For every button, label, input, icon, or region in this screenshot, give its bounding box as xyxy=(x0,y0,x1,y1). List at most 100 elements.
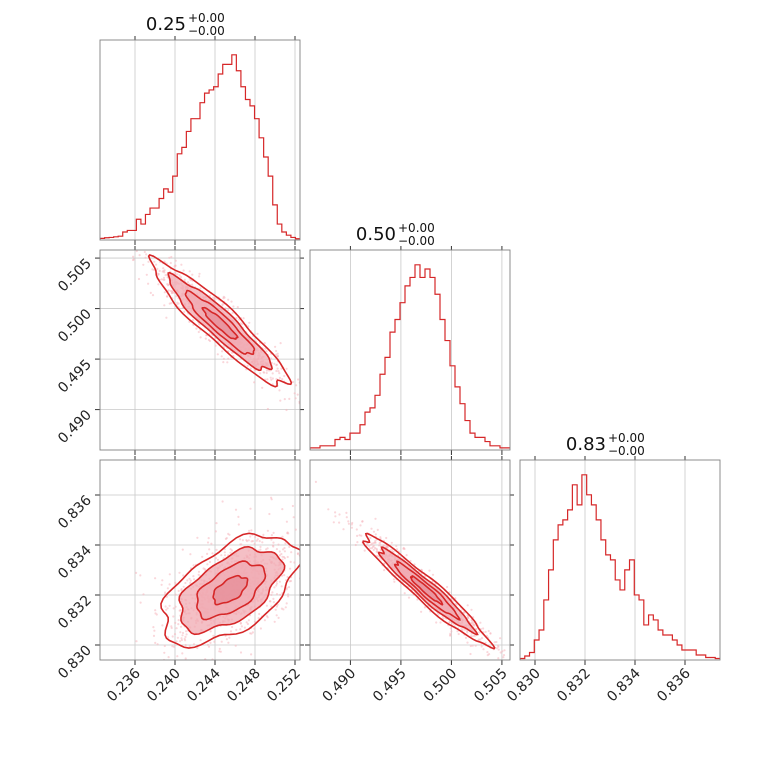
scatter-point xyxy=(280,367,283,370)
scatter-point xyxy=(281,555,284,558)
panel-content xyxy=(310,460,510,666)
scatter-point xyxy=(248,321,251,324)
scatter-point xyxy=(281,508,284,511)
scatter-point xyxy=(229,551,232,554)
scatter-point xyxy=(334,515,337,518)
scatter-point xyxy=(265,369,268,372)
scatter-point xyxy=(372,542,375,545)
scatter-point xyxy=(228,636,231,639)
scatter-point xyxy=(258,540,261,543)
scatter-point xyxy=(283,550,286,553)
scatter-point xyxy=(275,548,278,551)
scatter-point xyxy=(235,316,238,320)
scatter-point xyxy=(166,587,169,590)
scatter-point xyxy=(291,504,294,508)
scatter-point xyxy=(281,378,284,381)
scatter-point xyxy=(258,612,261,616)
param-title-value: 0.25 xyxy=(146,14,186,35)
scatter-point xyxy=(303,507,305,509)
scatter-point xyxy=(184,635,187,639)
scatter-point xyxy=(165,316,168,319)
scatter-point xyxy=(210,542,213,545)
param-title-err-plus: +0.00 xyxy=(188,11,225,25)
scatter-point xyxy=(326,517,328,519)
scatter-point xyxy=(340,420,342,422)
scatter-point xyxy=(251,631,254,634)
scatter-point xyxy=(180,638,183,642)
scatter-point xyxy=(285,367,288,370)
param-title-err-minus: −0.00 xyxy=(608,444,645,458)
scatter-point xyxy=(369,536,372,540)
scatter-point xyxy=(383,569,386,572)
scatter-point xyxy=(155,263,158,266)
scatter-point xyxy=(237,515,240,519)
scatter-point xyxy=(188,320,191,323)
scatter-point xyxy=(279,593,282,596)
scatter-point xyxy=(392,578,395,581)
scatter-point xyxy=(283,398,286,401)
scatter-point xyxy=(356,534,359,538)
scatter-point xyxy=(253,620,256,623)
histogram-step-line xyxy=(310,264,510,450)
scatter-point xyxy=(281,558,284,561)
scatter-point xyxy=(463,628,467,631)
scatter-point xyxy=(154,641,157,645)
panel-content xyxy=(100,250,342,450)
scatter-point xyxy=(178,609,181,612)
scatter-point xyxy=(375,548,379,551)
scatter-point xyxy=(215,522,218,525)
axis-frame xyxy=(99,249,301,451)
scatter-point xyxy=(383,544,386,547)
scatter-point xyxy=(273,586,276,589)
scatter-point xyxy=(230,300,233,303)
scatter-point xyxy=(216,558,219,561)
scatter-point xyxy=(181,634,184,637)
scatter-point xyxy=(301,580,303,582)
scatter-point xyxy=(342,528,345,531)
scatter-point xyxy=(259,372,262,375)
scatter-point xyxy=(263,342,266,345)
panel-r1-c0: 0.490 0.495 0.500 0.505 xyxy=(55,246,342,455)
scatter-point xyxy=(274,345,277,348)
scatter-point xyxy=(199,287,202,290)
x-tick-label: 0.505 xyxy=(471,666,511,706)
scatter-point xyxy=(480,645,483,648)
scatter-point xyxy=(230,351,234,354)
scatter-point xyxy=(470,635,473,638)
scatter-point xyxy=(278,376,281,379)
scatter-point xyxy=(172,607,175,610)
scatter-point xyxy=(209,630,212,633)
scatter-point xyxy=(314,480,317,483)
scatter-point xyxy=(482,627,485,630)
scatter-point xyxy=(282,548,285,551)
scatter-point xyxy=(254,535,257,539)
scatter-point xyxy=(338,426,340,428)
scatter-point xyxy=(248,529,251,532)
scatter-point xyxy=(162,267,165,270)
scatter-point xyxy=(192,564,195,567)
scatter-point xyxy=(246,622,249,626)
scatter-point xyxy=(143,250,146,254)
scatter-point xyxy=(174,264,177,267)
scatter-point xyxy=(281,574,284,577)
scatter-point xyxy=(475,627,478,631)
scatter-point xyxy=(262,533,265,537)
scatter-point xyxy=(239,628,242,631)
scatter-point xyxy=(225,537,228,540)
scatter-point xyxy=(334,511,337,514)
scatter-point xyxy=(231,311,234,315)
scatter-point xyxy=(506,664,508,666)
param-title: 0.83 +0.00−0.00 xyxy=(566,431,645,458)
scatter-point xyxy=(232,305,235,308)
scatter-point xyxy=(235,628,238,632)
scatter-point xyxy=(319,384,321,386)
scatter-point xyxy=(324,545,326,547)
scatter-point xyxy=(290,551,293,554)
scatter-point xyxy=(202,567,205,570)
scatter-point xyxy=(165,608,168,611)
scatter-point xyxy=(185,633,188,636)
scatter-point xyxy=(180,588,183,592)
scatter-point xyxy=(272,531,275,535)
scatter-point xyxy=(253,542,256,546)
